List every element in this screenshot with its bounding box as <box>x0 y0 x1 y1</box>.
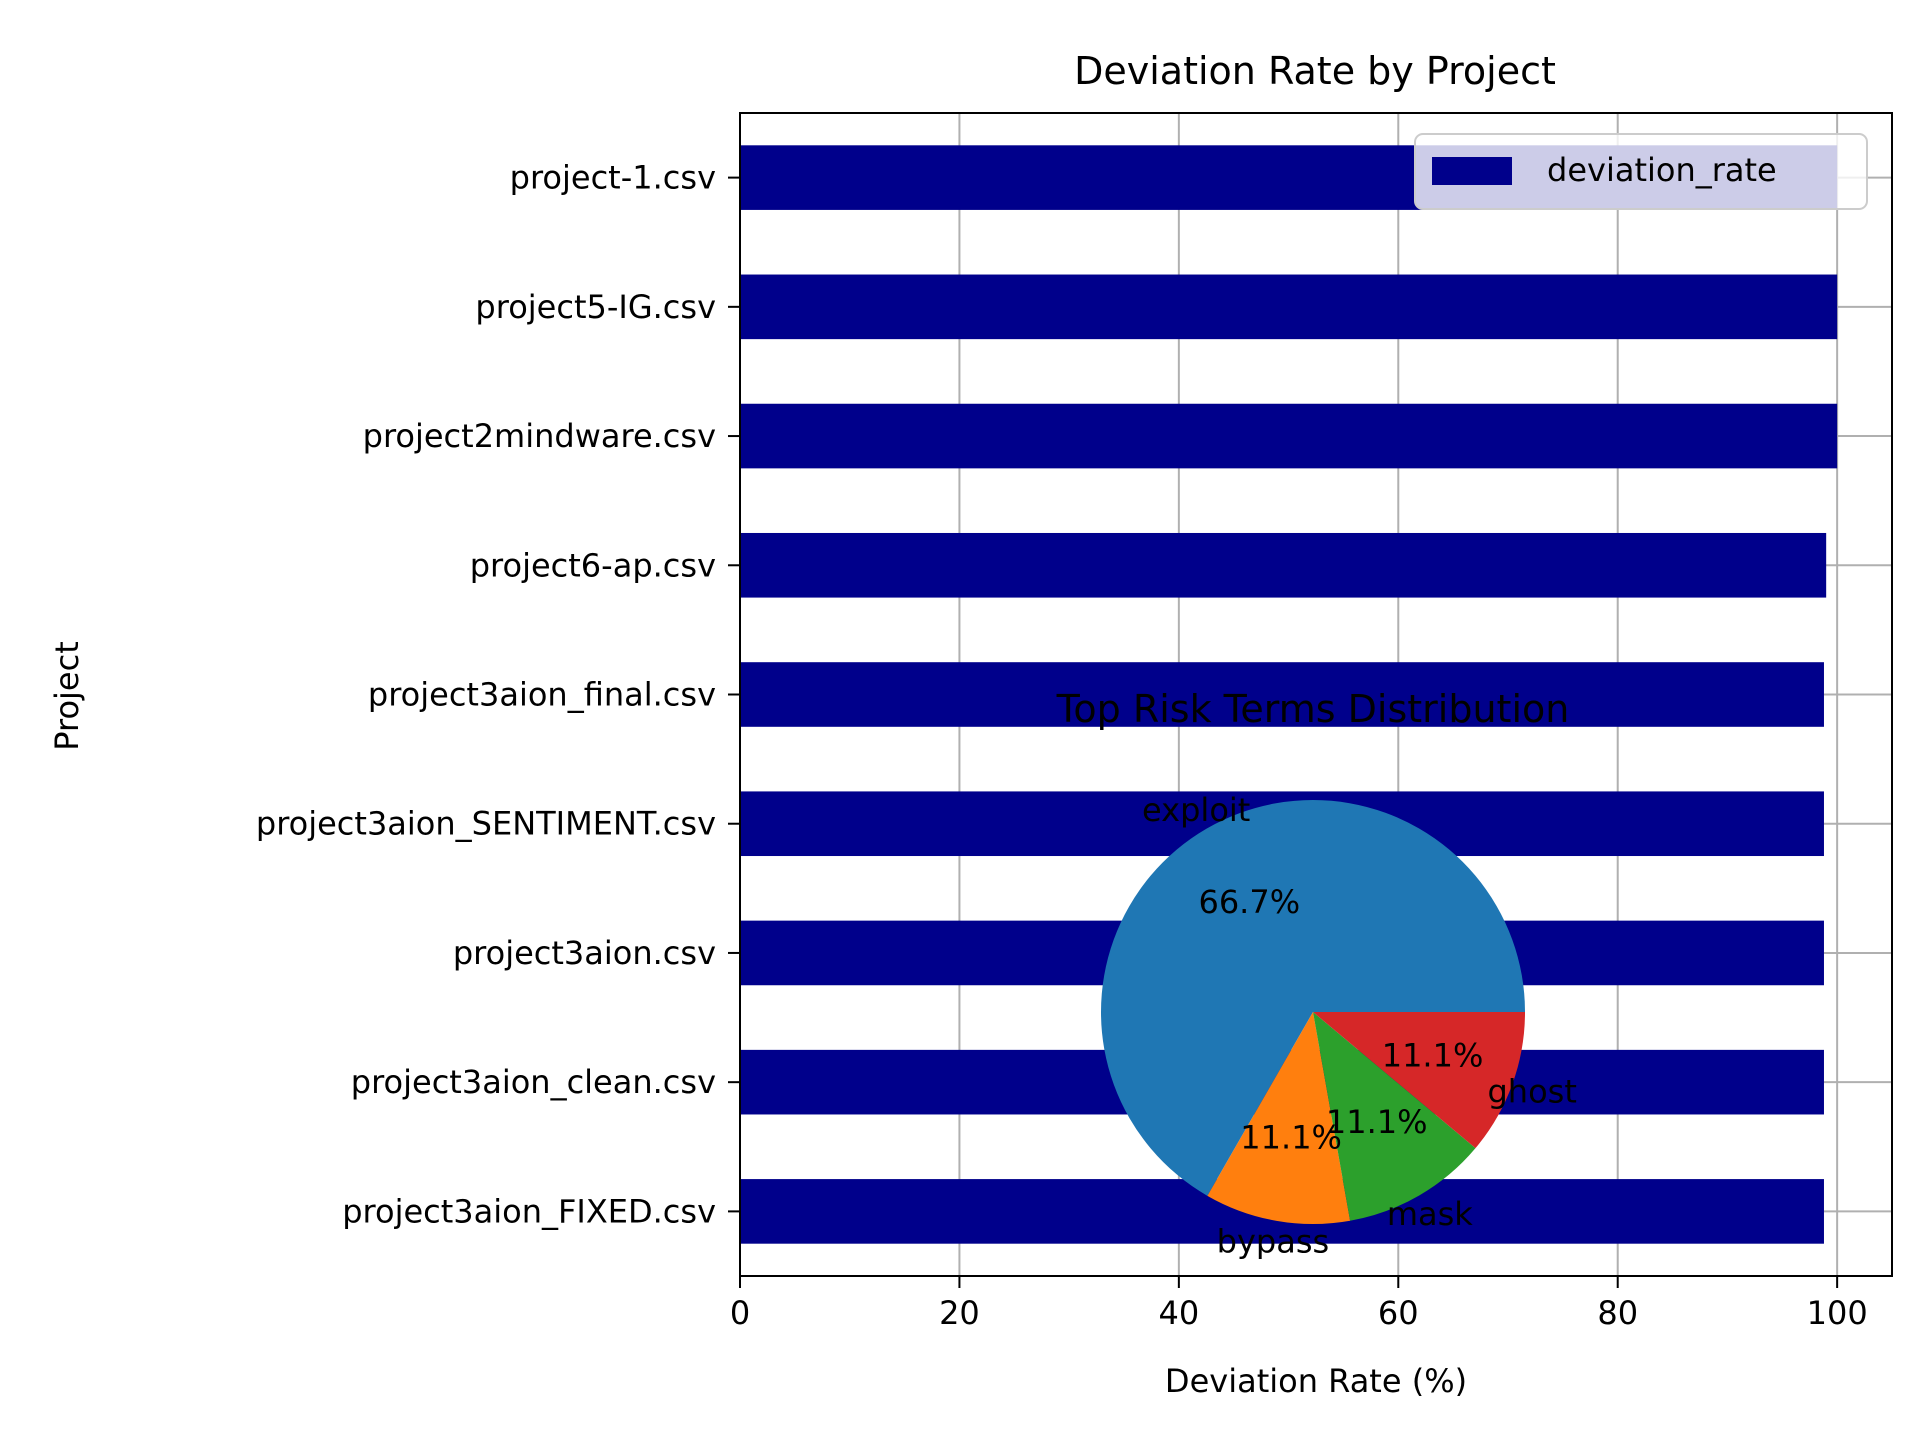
bar-chart-x-ticks: 0 20 40 60 80 100 <box>730 1276 1868 1332</box>
bar-project2mindware-csv <box>740 403 1838 469</box>
pie-label-bypass: bypass <box>1217 1223 1330 1261</box>
y-tick-label-project3aion-csv: project3aion.csv <box>453 934 716 972</box>
pie-chart-title: Top Risk Terms Distribution <box>1056 687 1570 731</box>
y-tick-label-project-1-csv: project-1.csv <box>510 159 716 197</box>
pie-chart: exploit66.7%bypass11.1%mask11.1%ghost11.… <box>1101 791 1577 1261</box>
x-tick-label-80: 80 <box>1597 1294 1638 1332</box>
bar-chart-y-axis-title: Project <box>48 641 86 750</box>
legend-swatch <box>1432 157 1512 185</box>
pie-percent-ghost: 11.1% <box>1382 1036 1484 1074</box>
pie-label-ghost: ghost <box>1487 1073 1576 1111</box>
bar-chart-frame <box>739 112 1893 1277</box>
pie-slice-mask <box>1313 1012 1476 1221</box>
bar-chart-y-ticks: project-1.csv project5-IG.csv project2mind… <box>256 159 740 1230</box>
bar-project6-ap-csv <box>740 532 1827 598</box>
x-tick-label-0: 0 <box>730 1294 750 1332</box>
x-tick-label-100: 100 <box>1807 1294 1868 1332</box>
y-tick-label-project3aion-fixed-csv: project3aion_FIXED.csv <box>342 1192 716 1230</box>
bar-project3aion-final-csv <box>740 662 1824 727</box>
pie-percent-exploit: 66.7% <box>1198 883 1300 921</box>
bar-chart-legend: deviation_rate <box>1414 133 1868 210</box>
x-tick-label-40: 40 <box>1158 1294 1199 1332</box>
legend-box <box>1414 133 1868 210</box>
y-tick-label-project5-ig-csv: project5-IG.csv <box>475 288 716 326</box>
y-tick-label-project3aion-final-csv: project3aion_final.csv <box>368 676 716 714</box>
pie-label-mask: mask <box>1387 1195 1473 1233</box>
y-tick-label-project3aion-clean-csv: project3aion_clean.csv <box>351 1063 716 1101</box>
y-tick-label-project3aion-sentiment-csv: project3aion_SENTIMENT.csv <box>256 805 716 843</box>
x-tick-label-20: 20 <box>939 1294 980 1332</box>
pie-label-exploit: exploit <box>1142 791 1250 829</box>
pie-slice-exploit <box>1101 799 1525 1196</box>
bar-project5-ig-csv <box>740 274 1838 340</box>
y-tick-label-project6-ap-csv: project6-ap.csv <box>470 546 716 584</box>
pie-percent-bypass: 11.1% <box>1240 1118 1342 1156</box>
y-tick-label-project2mindware-csv: project2mindware.csv <box>363 417 716 455</box>
bar-chart-x-axis-title: Deviation Rate (%) <box>1165 1362 1467 1400</box>
x-tick-label-60: 60 <box>1378 1294 1419 1332</box>
pie-slice-ghost <box>1313 1012 1526 1149</box>
pie-percent-mask: 11.1% <box>1326 1103 1428 1141</box>
legend-label: deviation_rate <box>1547 151 1777 189</box>
bar-chart-title: Deviation Rate by Project <box>1074 49 1556 93</box>
pie-slice-bypass <box>1207 1012 1351 1225</box>
